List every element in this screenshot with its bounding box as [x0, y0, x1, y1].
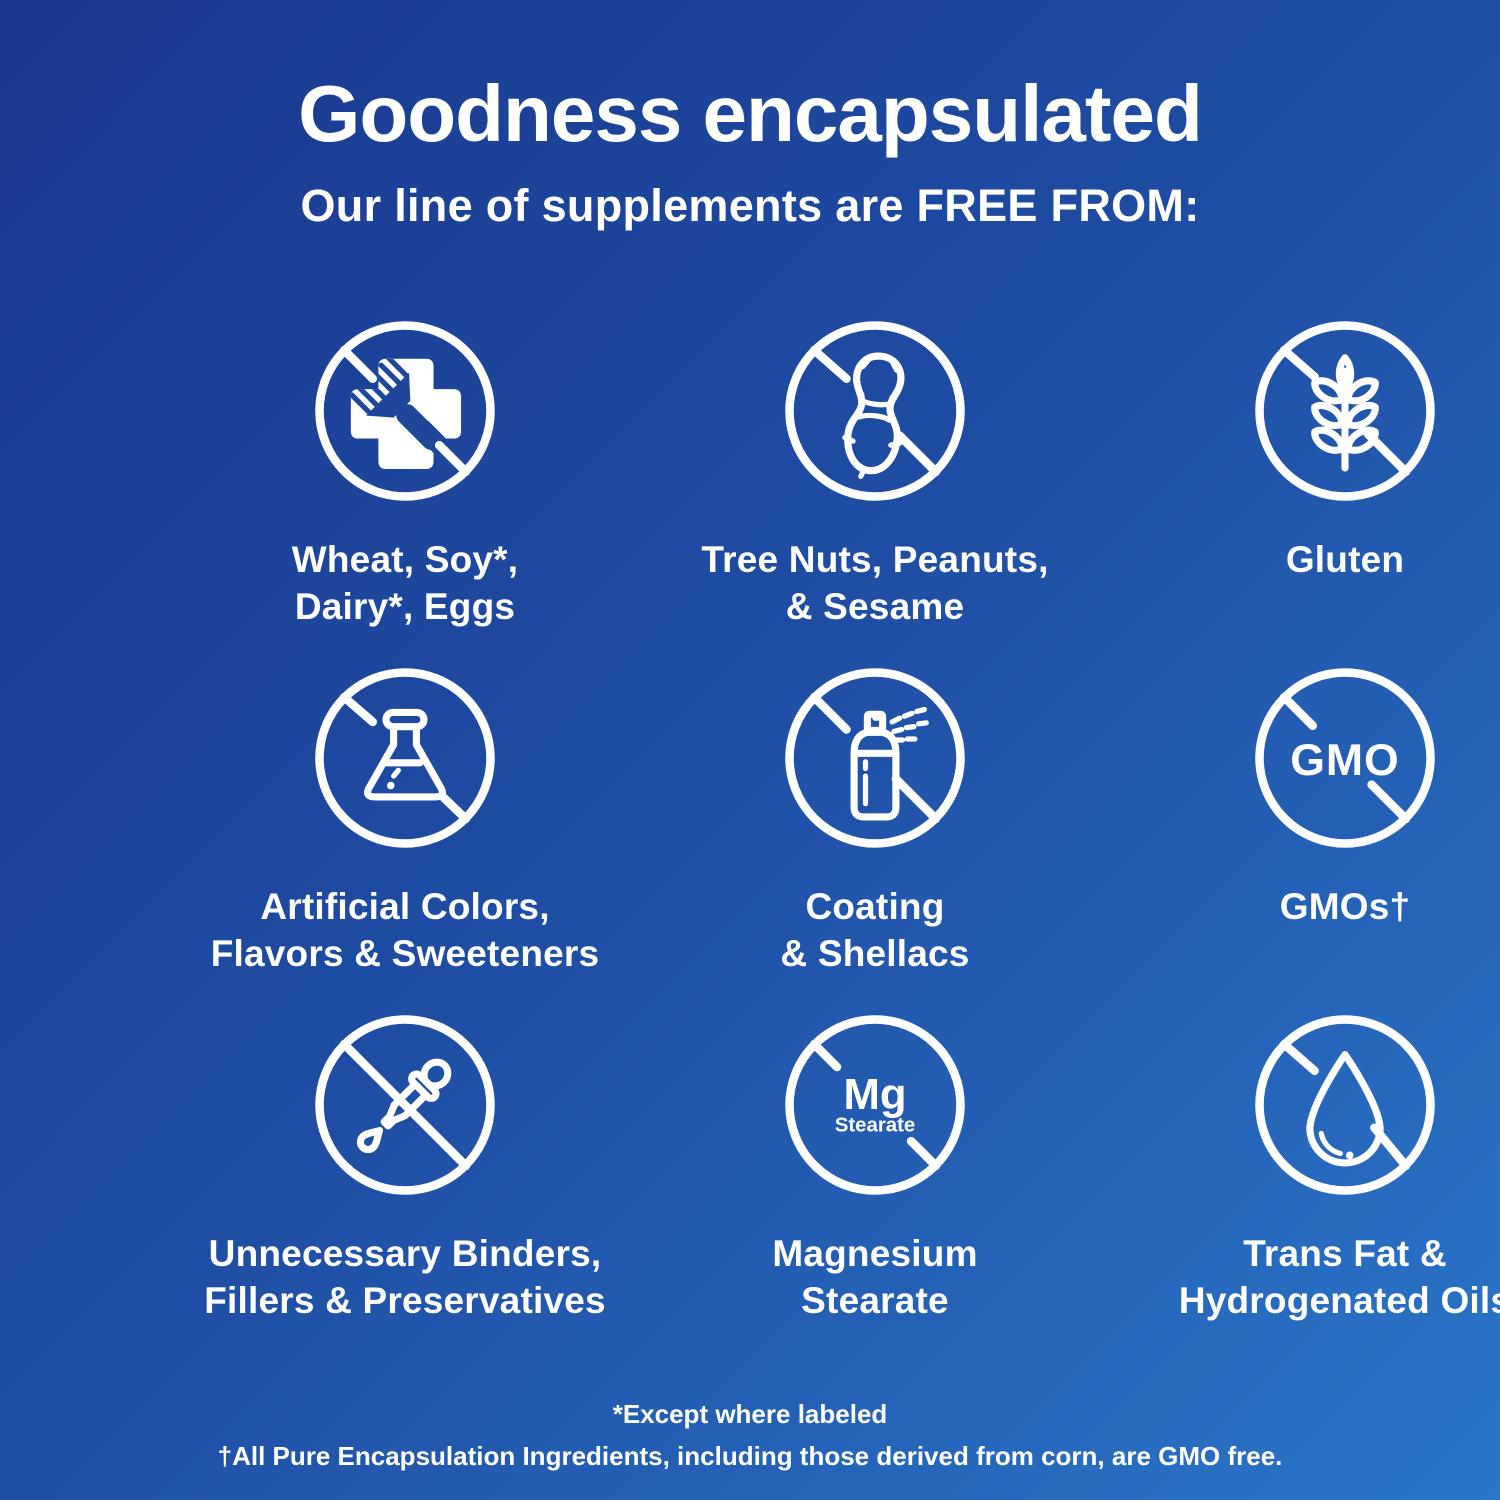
item-label: Gluten: [1285, 539, 1405, 580]
no-gmo-icon: GMO: [1255, 668, 1435, 848]
page-subtitle: Our line of supplements are FREE FROM:: [300, 180, 1200, 231]
free-from-item-allergens: Wheat, Soy*, Dairy*, Eggs: [170, 316, 640, 663]
free-from-item-nuts: Tree Nuts, Peanuts, & Sesame: [640, 316, 1110, 663]
item-label: GMOs†: [1279, 886, 1411, 927]
no-artificial-colors-icon: [315, 668, 495, 848]
no-binders-fillers-icon: [315, 1015, 495, 1195]
item-label: Unnecessary Binders, Fillers & Preservat…: [204, 1233, 606, 1321]
no-trans-fat-icon: [1255, 1015, 1435, 1195]
free-from-item-artificial-colors: Artificial Colors, Flavors & Sweeteners: [170, 663, 640, 1010]
item-label: Coating & Shellacs: [780, 886, 970, 974]
free-from-item-coating: Coating & Shellacs: [640, 663, 1110, 1010]
item-label: Wheat, Soy*, Dairy*, Eggs: [291, 539, 519, 627]
free-from-item-gluten: Gluten: [1110, 316, 1500, 663]
no-wheat-soy-dairy-eggs-icon: [315, 321, 495, 501]
free-from-grid: Wheat, Soy*, Dairy*, Eggs: [170, 316, 1500, 1357]
free-from-item-gmo: GMO GMOs†: [1110, 663, 1500, 1010]
header: Goodness encapsulated Our line of supple…: [0, 72, 1500, 232]
no-tree-nuts-peanuts-sesame-icon: [785, 321, 965, 501]
free-from-item-binders: Unnecessary Binders, Fillers & Preservat…: [170, 1010, 640, 1357]
gmo-icon-text: GMO: [1290, 736, 1399, 785]
item-label: Artificial Colors, Flavors & Sweeteners: [210, 886, 600, 974]
footnotes: *Except where labeled †All Pure Encapsul…: [0, 1398, 1500, 1473]
no-magnesium-stearate-icon: Mg Stearate: [785, 1015, 965, 1195]
no-gluten-icon: [1255, 321, 1435, 501]
item-label: Tree Nuts, Peanuts, & Sesame: [701, 539, 1049, 627]
item-label: Magnesium Stearate: [772, 1233, 978, 1321]
item-label: Trans Fat & Hydrogenated Oils: [1178, 1233, 1500, 1321]
stearate-icon-text: Stearate: [835, 1115, 916, 1137]
page-title: Goodness encapsulated: [298, 69, 1203, 158]
footnote-gmo-free: †All Pure Encapsulation Ingredients, inc…: [217, 1441, 1283, 1471]
mg-icon-text: Mg: [843, 1070, 906, 1119]
free-from-item-mg-stearate: Mg Stearate Magnesium Stearate: [640, 1010, 1110, 1357]
free-from-item-trans-fat: Trans Fat & Hydrogenated Oils: [1110, 1010, 1500, 1357]
no-coating-shellacs-icon: [785, 668, 965, 848]
footnote-except-where-labeled: *Except where labeled: [612, 1399, 888, 1429]
